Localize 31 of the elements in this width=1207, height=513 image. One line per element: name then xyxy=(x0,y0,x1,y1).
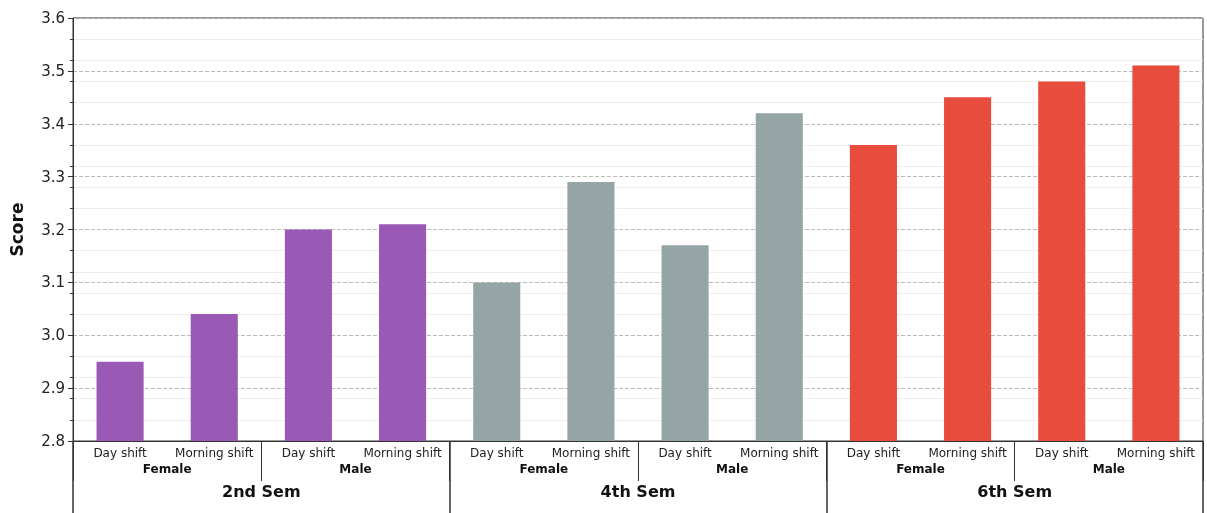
y-tick-label: 2.9 xyxy=(41,379,65,398)
y-tick-label: 2.8 xyxy=(41,432,65,450)
text: Female xyxy=(519,462,569,476)
x-tick-label: Day shift xyxy=(470,446,524,460)
x-tick-label: Morning shift xyxy=(740,446,819,460)
text: Female xyxy=(142,462,192,476)
text: 4th Sem xyxy=(600,481,676,501)
y-tick-label: 3.6 xyxy=(41,9,65,27)
y-axis-title: Score xyxy=(6,202,27,257)
text: Female xyxy=(896,462,945,476)
x-tick-label: Day shift xyxy=(1035,446,1089,460)
y-tick-label: 3.3 xyxy=(41,167,65,186)
x-tick-label: Morning shift xyxy=(551,446,631,460)
x-tick-label: Morning shift xyxy=(363,446,443,460)
text: Male xyxy=(1092,462,1125,476)
y-tick-label: 3.2 xyxy=(41,220,65,239)
x-tick-label: Day shift xyxy=(846,446,901,460)
x-tick-label: Day shift xyxy=(93,446,148,460)
text: 2nd Sem xyxy=(222,481,301,501)
x-tick-label: Morning shift xyxy=(175,446,254,460)
y-tick-label: 3.0 xyxy=(41,326,65,345)
text: Male xyxy=(716,462,749,476)
y-tick-label: 3.4 xyxy=(41,114,65,133)
text: 6th Sem xyxy=(977,481,1053,501)
text: Male xyxy=(339,462,372,476)
y-tick-label: 3.5 xyxy=(41,61,65,80)
x-tick-label: Day shift xyxy=(658,446,713,460)
x-tick-label: Morning shift xyxy=(928,446,1008,460)
y-tick-label: 3.1 xyxy=(41,273,65,292)
x-tick-label: Day shift xyxy=(281,446,336,460)
x-tick-label: Morning shift xyxy=(1116,446,1196,460)
